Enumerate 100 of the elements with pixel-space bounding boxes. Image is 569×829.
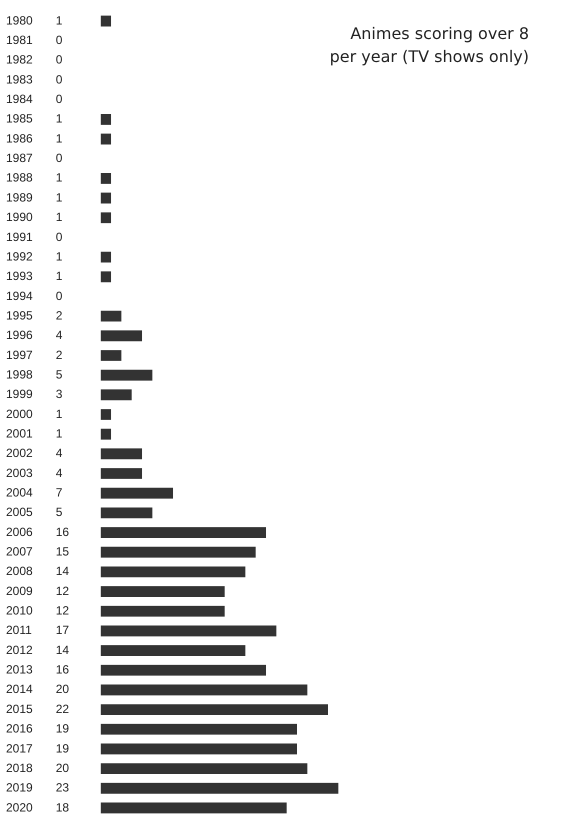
data-label: 1	[56, 131, 63, 146]
data-label: 1	[56, 269, 63, 284]
data-label: 23	[56, 780, 70, 795]
data-label: 22	[56, 702, 70, 716]
bar	[100, 625, 276, 636]
data-label: 0	[56, 72, 63, 86]
y-tick-label: 1982	[6, 52, 34, 67]
bar	[100, 389, 132, 400]
bar	[100, 763, 308, 774]
y-tick-label: 2017	[6, 741, 34, 756]
data-label: 20	[56, 760, 70, 775]
data-label: 14	[56, 642, 70, 657]
y-tick-label: 2003	[6, 466, 34, 480]
bar	[100, 507, 152, 518]
bar	[100, 448, 142, 460]
data-label: 1	[56, 170, 63, 185]
y-tick-label: 1986	[6, 131, 34, 146]
y-tick-label: 1988	[6, 170, 34, 185]
data-label: 4	[56, 446, 63, 460]
y-tick-label: 1990	[6, 210, 34, 224]
y-tick-label: 1984	[6, 92, 34, 106]
data-label: 12	[56, 584, 70, 598]
bar	[100, 645, 246, 656]
y-tick-label: 1987	[6, 151, 34, 166]
y-tick-label: 2005	[6, 505, 34, 520]
y-tick-label: 2014	[6, 682, 34, 696]
data-label: 1	[56, 112, 63, 126]
bar	[100, 684, 308, 696]
y-tick-label: 2001	[6, 426, 34, 440]
bar	[100, 370, 152, 381]
data-label: 1	[56, 426, 63, 440]
bar	[100, 330, 142, 342]
bar	[100, 134, 112, 144]
bar	[100, 212, 112, 224]
y-tick-label: 1983	[6, 72, 34, 86]
data-label: 20	[56, 682, 70, 696]
data-label: 1	[56, 249, 63, 264]
y-tick-label: 1999	[6, 387, 34, 402]
y-tick-label: 2012	[6, 642, 34, 657]
data-label: 1	[56, 210, 63, 224]
data-label: 0	[56, 151, 63, 166]
data-label: 0	[56, 52, 63, 67]
y-tick-label: 2008	[6, 564, 34, 578]
bar	[100, 310, 122, 322]
bar	[100, 409, 112, 420]
y-tick-label: 1998	[6, 367, 34, 382]
data-label: 3	[56, 387, 63, 402]
bar	[100, 546, 256, 558]
bar	[100, 114, 112, 125]
data-label: 4	[56, 328, 63, 342]
data-label: 5	[56, 505, 63, 520]
data-label: 0	[56, 230, 63, 244]
data-label: 1	[56, 190, 63, 204]
y-tick-label: 1985	[6, 112, 34, 126]
data-label: 16	[56, 662, 70, 677]
data-label: 16	[56, 524, 70, 539]
bar	[100, 566, 246, 578]
y-tick-label: 2019	[6, 780, 34, 795]
y-tick-label: 1992	[6, 249, 34, 264]
y-tick-label: 2013	[6, 662, 34, 677]
data-label: 2	[56, 348, 63, 362]
data-label: 1	[56, 406, 63, 421]
y-tick-label: 2015	[6, 702, 34, 716]
bar	[100, 744, 298, 754]
y-tick-label: 2002	[6, 446, 34, 460]
y-tick-label: 2018	[6, 760, 34, 775]
data-label: 2	[56, 308, 63, 322]
bar	[100, 488, 174, 499]
data-label: 1	[56, 13, 63, 28]
data-label: 12	[56, 604, 70, 618]
y-tick-label: 2009	[6, 584, 34, 598]
y-tick-label: 1991	[6, 230, 34, 244]
bar	[100, 428, 112, 440]
bar	[100, 606, 225, 617]
y-tick-label: 2006	[6, 524, 34, 539]
y-tick-label: 1994	[6, 288, 34, 303]
y-tick-label: 2020	[6, 800, 34, 814]
bar	[100, 192, 112, 204]
y-tick-label: 1996	[6, 328, 34, 342]
data-label: 0	[56, 288, 63, 303]
bar	[100, 724, 298, 735]
bar	[100, 782, 338, 794]
y-tick-label: 2011	[6, 623, 32, 638]
bar	[100, 664, 266, 676]
data-label: 15	[56, 544, 70, 559]
bar	[100, 271, 112, 282]
y-tick-label: 1997	[6, 348, 34, 362]
data-label: 0	[56, 92, 63, 106]
y-tick-label: 1980	[6, 13, 34, 28]
bar	[100, 527, 266, 538]
data-label: 4	[56, 466, 63, 480]
data-label: 19	[56, 741, 70, 756]
y-tick-label: 2007	[6, 544, 34, 559]
bar	[100, 586, 225, 597]
y-tick-label: 1993	[6, 269, 34, 284]
data-label: 18	[56, 800, 70, 814]
data-label: 0	[56, 33, 63, 48]
data-label: 5	[56, 367, 63, 382]
y-tick-label: 2016	[6, 722, 34, 736]
bar	[100, 252, 112, 263]
